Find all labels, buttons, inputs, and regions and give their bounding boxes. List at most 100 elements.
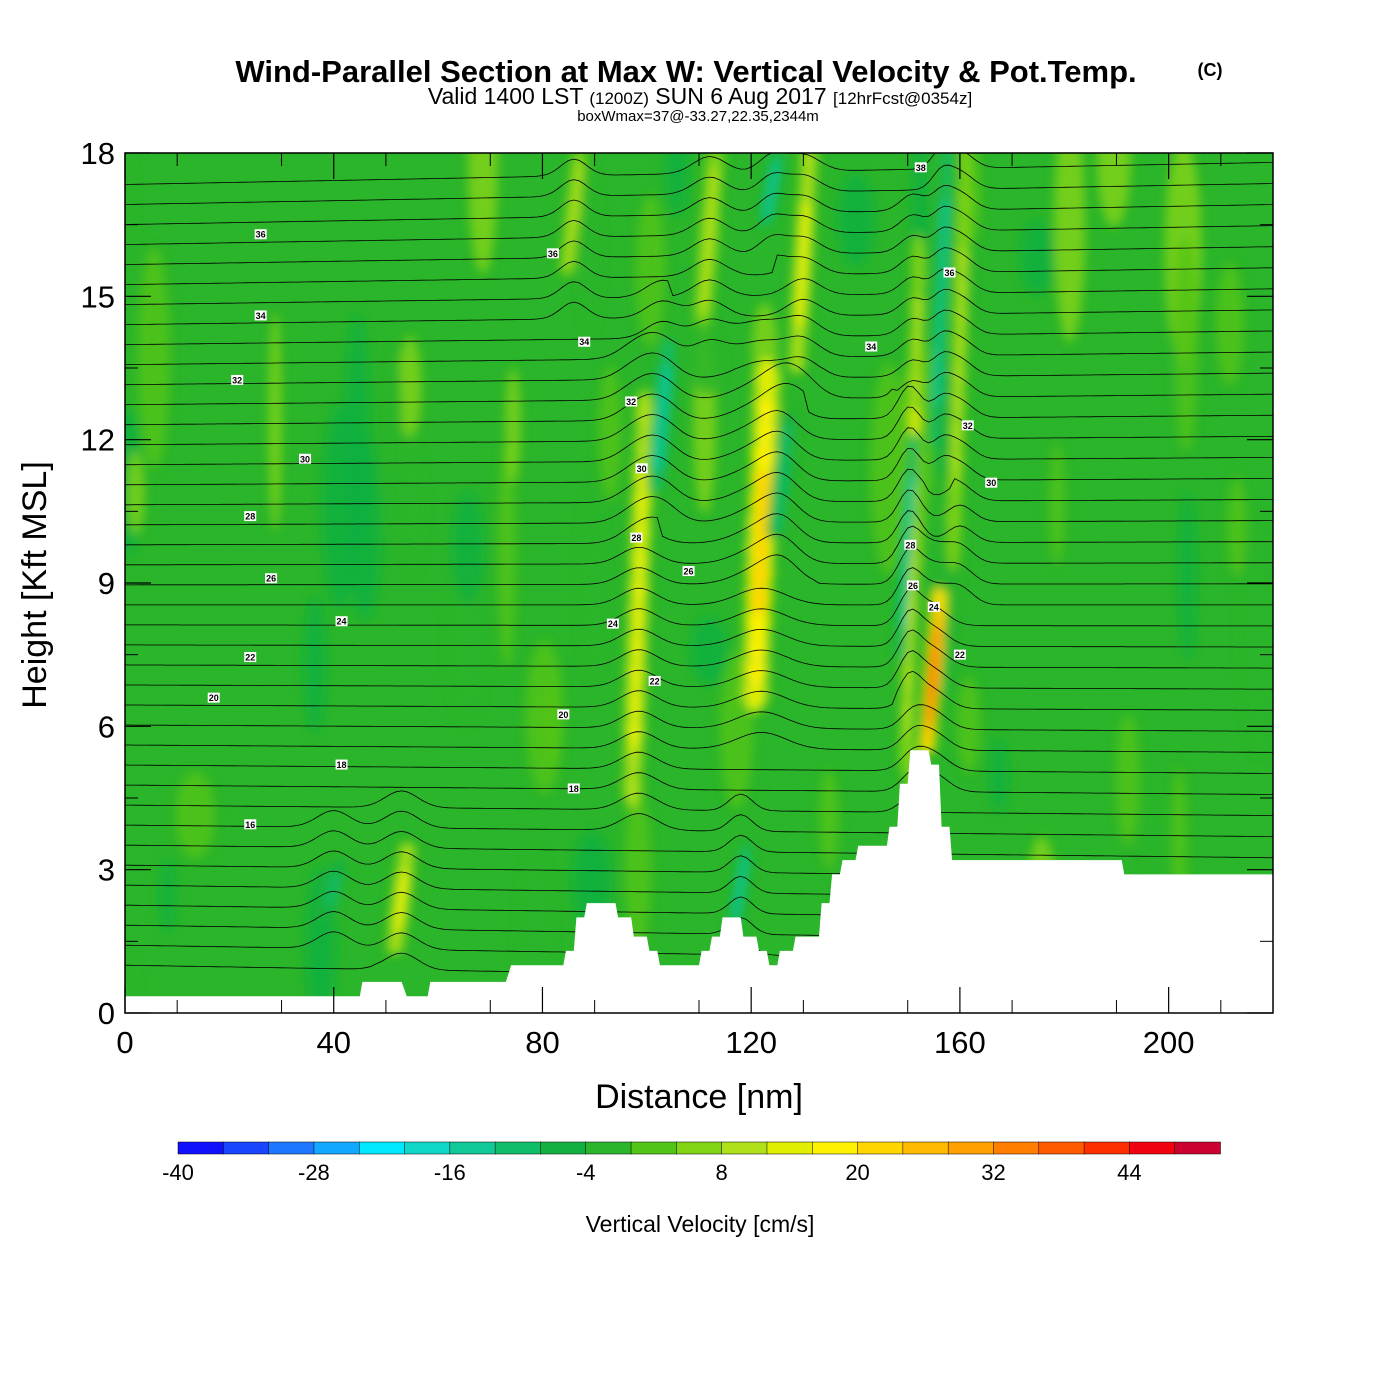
contour-label-bg: [254, 310, 267, 321]
contour-label-text: 36: [548, 249, 558, 259]
contour-label: 28: [904, 539, 917, 550]
y-tick-label: 3: [98, 853, 115, 888]
theta-contour: [125, 468, 1273, 506]
field-patch: [1115, 714, 1141, 846]
x-tick-label: 120: [725, 1025, 777, 1060]
colorbar-tick-label: 32: [981, 1160, 1005, 1185]
contour-label-text: 32: [626, 397, 636, 407]
field-patch: [127, 450, 145, 535]
updraft-cell: [803, 153, 815, 175]
downdraft-cell: [773, 153, 782, 161]
colorbar-swatch: [585, 1141, 632, 1155]
contour-label-text: 30: [637, 464, 647, 474]
y-tick-label: 9: [98, 566, 115, 601]
contour-label-bg: [630, 532, 643, 543]
theta-contour: [125, 788, 1273, 816]
field-patch: [578, 164, 601, 337]
theta-contour: [125, 226, 1273, 265]
contour-label: 28: [244, 511, 257, 522]
contour-label-text: 22: [955, 650, 965, 660]
contour-label: 34: [865, 341, 878, 352]
contour-label-bg: [904, 539, 917, 550]
theta-contour: [125, 608, 1273, 648]
field-patch: [447, 564, 486, 725]
contour-label: 34: [578, 336, 591, 347]
chart-title: Wind-Parallel Section at Max W: Vertical…: [235, 54, 1136, 89]
field-patch: [388, 346, 403, 546]
contour-label-text: 20: [209, 693, 219, 703]
contour-label-text: 20: [558, 710, 568, 720]
colorbar-swatch: [993, 1141, 1040, 1155]
theta-contour: [125, 351, 1273, 386]
contour-label-bg: [961, 420, 974, 431]
colorbar-swatch: [223, 1141, 270, 1155]
contour-label: 36: [254, 229, 267, 240]
colorbar-tick-label: 8: [716, 1160, 728, 1185]
field-patch: [1227, 476, 1247, 577]
field-patch: [505, 368, 521, 484]
contour-label-text: 30: [986, 478, 996, 488]
updraft-cell: [961, 153, 970, 194]
field-patch: [989, 739, 1009, 813]
field-patch: [175, 771, 215, 859]
theta-contour: [125, 406, 1273, 446]
field-patch: [1097, 153, 1131, 227]
field-patch: [525, 640, 564, 794]
x-tick-label: 160: [934, 1025, 986, 1060]
field-patch: [690, 329, 724, 395]
theta-contour: [125, 670, 1273, 711]
contour-label-text: 18: [569, 784, 579, 794]
theta-contour: [125, 268, 1273, 305]
contour-labels: 38 36 36 36 34 34 34 32 32 32 30 30 30 28 28 28 26 26 26 24…: [207, 162, 998, 830]
downdraft-cell: [782, 412, 794, 428]
contour-label-bg: [578, 336, 591, 347]
contour-label-bg: [927, 601, 940, 612]
contour-label-text: 24: [929, 602, 939, 612]
chart-subtitle: Valid 1400 LST (1200Z) SUN 6 Aug 2017 [1…: [428, 83, 972, 109]
contour-label-text: 36: [944, 268, 954, 278]
contour-label-bg: [557, 709, 570, 720]
contour-label: 22: [648, 675, 661, 686]
downdraft-cell: [944, 153, 951, 182]
contour-label: 20: [557, 709, 570, 720]
field-patch: [624, 789, 652, 951]
contour-label: 26: [906, 580, 919, 591]
field-patch: [635, 194, 666, 348]
contour-label-text: 26: [266, 574, 276, 584]
contour-label-bg: [648, 675, 661, 686]
downdraft-cell: [662, 340, 674, 359]
contour-label: 16: [244, 819, 257, 830]
contour-label-bg: [254, 229, 267, 240]
contour-label-text: 38: [916, 163, 926, 173]
colorbar-swatch: [676, 1141, 723, 1155]
plot-area: 38 36 36 36 34 34 34 32 32 32 30 30 30 28 28 28 26 26 26 24…: [125, 153, 1273, 1013]
contour-label-bg: [335, 759, 348, 770]
theta-contour: [125, 288, 1273, 325]
theta-contour: [125, 489, 1273, 526]
colorbar-swatch: [449, 1141, 496, 1155]
colorbar-tick-label: -28: [298, 1160, 330, 1185]
contour-label: 26: [265, 573, 278, 584]
theta-contour: [125, 184, 1273, 225]
theta-contour: [125, 745, 1273, 774]
contour-label-text: 32: [963, 421, 973, 431]
theta-contour: [125, 567, 1273, 606]
x-tick-label: 200: [1143, 1025, 1195, 1060]
contour-label-text: 28: [631, 533, 641, 543]
contour-label: 18: [335, 759, 348, 770]
contour-label: 28: [630, 532, 643, 543]
downdraft-cell: [334, 858, 345, 866]
x-tick-label: 80: [525, 1025, 559, 1060]
colorbar-swatch: [358, 1141, 406, 1155]
y-tick-label: 15: [81, 279, 115, 314]
theta-contour: [125, 205, 1273, 245]
field-patch: [159, 858, 176, 934]
field-patch: [1054, 153, 1086, 342]
field-patch: [819, 769, 839, 870]
colorbar-swatch: [1083, 1141, 1131, 1155]
field-patch: [1019, 221, 1055, 296]
theta-contour: [125, 650, 1273, 690]
theta-contour: [125, 164, 1273, 205]
